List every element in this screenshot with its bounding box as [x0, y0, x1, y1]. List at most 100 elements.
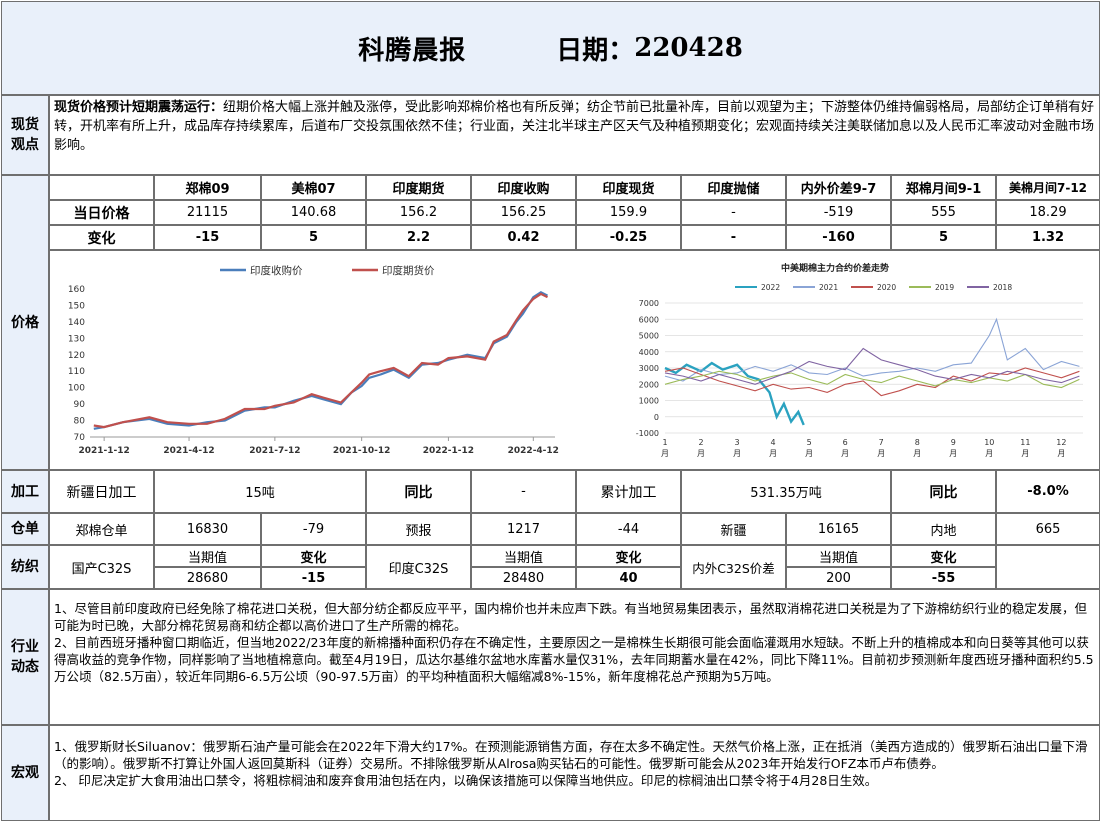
price-today-8: 18.29: [996, 200, 1100, 225]
x-tick-label: 2021-1-12: [78, 446, 129, 456]
processing-yoy1: -: [471, 470, 576, 513]
warehouse-cell-6: 新疆: [681, 513, 786, 545]
series-line-1: [93, 291, 548, 430]
warehouse-cell-3: 预报: [366, 513, 471, 545]
price-change-8: 1.32: [996, 225, 1100, 250]
warehouse-cell-7: 16165: [786, 513, 891, 545]
x-tick-label: 2022-1-12: [423, 446, 474, 456]
industry-paragraph-2: 2、目前西班牙播种窗口期临近，但当地2022/23年度的新棉播种面积仍存在不确定…: [54, 635, 1094, 684]
x-tick-unit: 月: [769, 449, 777, 458]
y-tick-label: 160: [68, 285, 85, 295]
y-tick-label: 5000: [639, 332, 659, 341]
y-tick-label: 120: [68, 351, 85, 361]
textile-blank: [996, 545, 1100, 589]
processing-value1: 15吨: [154, 470, 366, 513]
chart-title: 中美期棉主力合约价差走势: [781, 262, 889, 274]
legend-label-2022: 2022: [761, 283, 780, 292]
macro-text: 1、俄罗斯财长Siluanov：俄罗斯石油产量可能会在2022年下滑大约17%。…: [49, 725, 1100, 821]
price-today-1: 140.68: [261, 200, 366, 225]
y-tick-label: 150: [68, 301, 85, 311]
textile-g2-cur: 28480: [471, 567, 576, 589]
price-today-6: -519: [786, 200, 891, 225]
x-tick-unit: 月: [661, 449, 669, 458]
x-tick-unit: 月: [697, 449, 705, 458]
spot-view-body: 纽期价格大幅上涨并触及涨停，受此影响郑棉价格也有所反弹；纺企节前已批量补库，目前…: [54, 100, 1095, 153]
price-today-4: 159.9: [576, 200, 681, 225]
x-tick-label: 7: [879, 438, 884, 447]
x-tick-unit: 月: [985, 449, 993, 458]
processing-yoy1-label: 同比: [366, 470, 471, 513]
warehouse-cell-4: 1217: [471, 513, 576, 545]
processing-yoy2-label: 同比: [891, 470, 996, 513]
x-tick-label: 6: [843, 438, 848, 447]
y-tick-label: 0: [654, 413, 659, 422]
x-tick-label: 2: [698, 438, 703, 447]
series-line-2018: [664, 347, 1080, 385]
x-tick-unit: 月: [841, 449, 849, 458]
x-tick-unit: 月: [913, 449, 921, 458]
india-price-chart: 70 80 90 100 110 120 130 140 150 160 2021-1-12 2021…: [68, 264, 559, 456]
price-change-0: -15: [154, 225, 261, 250]
cn-us-spread-chart: 中美期棉主力合约价差走势 -1000 0 1000 2000 3000 4000 5000 60…: [636, 262, 1083, 458]
price-header-6: 内外价差9-7: [786, 175, 891, 200]
processing-value2: 531.35万吨: [681, 470, 891, 513]
x-tick-label: 11: [1020, 438, 1030, 447]
y-tick-label: 4000: [639, 348, 659, 357]
legend-label-2018: 2018: [993, 283, 1012, 292]
textile-g3-name: 内外C32S价差: [681, 545, 786, 589]
textile-g1-chg: -15: [261, 567, 366, 589]
price-change-6: -160: [786, 225, 891, 250]
x-tick-label: 2022-4-12: [508, 446, 559, 456]
price-today-7: 555: [891, 200, 996, 225]
y-tick-label: 7000: [639, 299, 659, 308]
price-change-2: 2.2: [366, 225, 471, 250]
x-tick-unit: 月: [1057, 449, 1065, 458]
textile-g1-chg-label: 变化: [261, 545, 366, 567]
charts-area: 70 80 90 100 110 120 130 140 150 160 2021-1-12 2021…: [49, 250, 1100, 470]
processing-yoy2: -8.0%: [996, 470, 1100, 513]
processing-item1: 新疆日加工: [49, 470, 154, 513]
price-row-label-today: 当日价格: [49, 200, 154, 225]
warehouse-cell-5: -44: [576, 513, 681, 545]
textile-g3-cur: 200: [786, 567, 891, 589]
x-tick-label: 4: [771, 438, 776, 447]
date-label: 日期：: [556, 35, 635, 66]
x-tick-label: 2021-7-12: [249, 446, 300, 456]
price-header-2: 印度期货: [366, 175, 471, 200]
price-change-5: -: [681, 225, 786, 250]
legend-label-2019: 2019: [935, 283, 954, 292]
series-line-2: [93, 292, 548, 429]
x-tick-label: 5: [807, 438, 812, 447]
y-tick-label: 70: [74, 433, 86, 443]
y-tick-label: -1000: [636, 429, 659, 438]
industry-label: 行业 动态: [1, 589, 49, 725]
y-tick-label: 1000: [639, 397, 659, 406]
series-line-2021: [664, 317, 1080, 382]
textile-g3-cur-label: 当期值: [786, 545, 891, 567]
x-tick-label: 10: [984, 438, 994, 447]
x-tick-label: 2021-10-12: [333, 446, 391, 456]
x-tick-label: 2021-4-12: [163, 446, 214, 456]
x-tick-label: 8: [915, 438, 920, 447]
y-tick-label: 100: [68, 384, 85, 394]
textile-g2-chg: 40: [576, 567, 681, 589]
price-today-0: 21115: [154, 200, 261, 225]
warehouse-cell-1: 16830: [154, 513, 261, 545]
series-line-2019: [664, 370, 1080, 389]
processing-label: 加工: [1, 470, 49, 513]
spot-view-text: 现货价格预计短期震荡运行：纽期价格大幅上涨并触及涨停，受此影响郑棉价格也有所反弹…: [49, 95, 1100, 175]
price-today-2: 156.2: [366, 200, 471, 225]
textile-g1-cur: 28680: [154, 567, 261, 589]
legend-label-2: 印度期货价: [382, 264, 435, 277]
price-today-5: -: [681, 200, 786, 225]
warehouse-label: 仓单: [1, 513, 49, 545]
price-change-3: 0.42: [471, 225, 576, 250]
y-tick-label: 3000: [639, 364, 659, 373]
x-tick-label: 3: [735, 438, 740, 447]
macro-paragraph-2: 2、 印尼决定扩大食用油出口禁令，将粗棕榈油和废弃食用油包括在内，以确保该措施可…: [54, 773, 878, 788]
x-tick-unit: 月: [877, 449, 885, 458]
report-header: 科腾晨报 日期： 220428: [1, 1, 1100, 95]
x-tick-label: 9: [951, 438, 956, 447]
price-header-4: 印度现货: [576, 175, 681, 200]
x-tick-unit: 月: [949, 449, 957, 458]
